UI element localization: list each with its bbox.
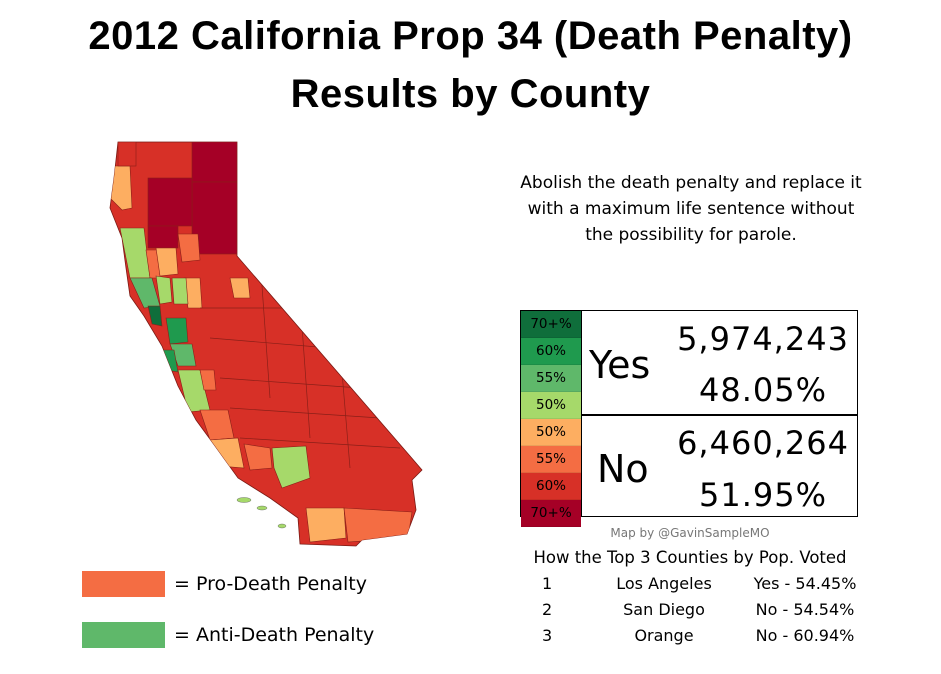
map-title-line2: Results by County: [290, 72, 651, 116]
county-santa-barbara: [209, 437, 245, 469]
color-scale-legend: 70+% 60% 55% 50% 50% 55% 60% 70+%: [521, 311, 581, 527]
county-san-benito: [199, 369, 217, 391]
top-counties-title: How the Top 3 Counties by Pop. Voted: [533, 548, 847, 567]
anti-death-penalty-swatch: [82, 622, 165, 648]
results-table: 70+% 60% 55% 50% 50% 55% 60% 70+% Yes 5,…: [520, 310, 858, 527]
legend-no-55: 55%: [521, 446, 581, 473]
rank: 3: [542, 626, 553, 645]
no-percent: 51.95%: [698, 476, 827, 514]
county-shasta: [147, 177, 193, 227]
county-los-angeles: [271, 445, 311, 489]
county-yolo: [171, 277, 189, 305]
legend-no-70: 70+%: [521, 500, 581, 527]
county-slo: [199, 409, 235, 441]
legend-no-50: 50%: [521, 419, 581, 446]
county-san-diego: [343, 507, 413, 543]
column-divider: [581, 311, 582, 516]
legend-no-60: 60%: [521, 473, 581, 500]
top-county-row: 2 San Diego No - 54.54%: [520, 600, 865, 624]
pro-death-penalty-label: = Pro-Death Penalty: [174, 573, 367, 595]
yes-votes: 5,974,243: [677, 320, 849, 358]
top-county-row: 1 Los Angeles Yes - 54.45%: [520, 574, 865, 598]
county-ventura: [243, 443, 273, 471]
county-result: No - 54.54%: [755, 600, 855, 619]
top-county-row: 3 Orange No - 60.94%: [520, 626, 865, 650]
legend-yes-70: 70+%: [521, 311, 581, 338]
map-title-line1: 2012 California Prop 34 (Death Penalty): [88, 14, 853, 58]
legend-yes-60: 60%: [521, 338, 581, 365]
anti-death-penalty-label: = Anti-Death Penalty: [174, 624, 375, 646]
yes-label: Yes: [589, 343, 651, 387]
county-modoc: [191, 142, 238, 183]
county-result: Yes - 54.45%: [753, 574, 857, 593]
california-county-map: [109, 141, 423, 547]
county-butte: [177, 233, 201, 263]
rank: 1: [542, 574, 553, 593]
legend-yes-50: 50%: [521, 392, 581, 419]
county-name: Orange: [634, 626, 694, 645]
yes-percent: 48.05%: [698, 371, 827, 409]
legend-yes-55: 55%: [521, 365, 581, 392]
county-el-dorado: [229, 277, 251, 299]
proposition-description: Abolish the death penalty and replace it…: [520, 173, 862, 245]
county-del-norte: [117, 142, 137, 167]
pro-death-penalty-swatch: [82, 571, 165, 597]
county-marin: [147, 305, 163, 327]
county-orange: [305, 507, 347, 543]
county-name: San Diego: [623, 600, 705, 619]
county-name: Los Angeles: [616, 574, 712, 593]
map-credit: Map by @GavinSampleMO: [610, 526, 770, 540]
rank: 2: [542, 600, 553, 619]
county-tehama: [147, 225, 179, 249]
county-alameda: [165, 317, 189, 345]
no-label: No: [597, 447, 649, 491]
no-votes: 6,460,264: [677, 424, 849, 462]
row-divider: [581, 414, 858, 416]
county-result: No - 60.94%: [755, 626, 855, 645]
county-glenn: [155, 247, 179, 277]
county-napa: [155, 275, 173, 305]
